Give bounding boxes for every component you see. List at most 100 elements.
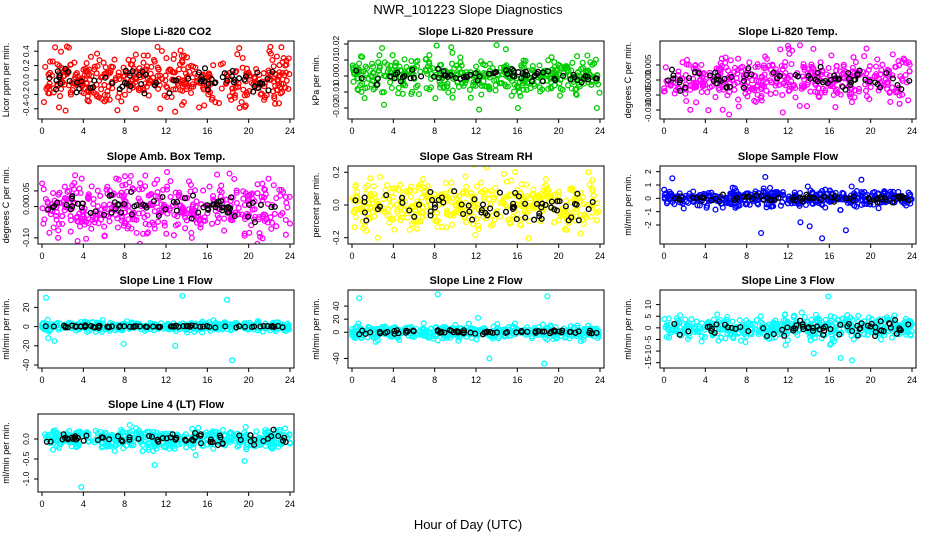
outlier-point [858, 176, 865, 183]
data-point [164, 84, 171, 91]
data-point [429, 333, 437, 340]
data-point [177, 203, 184, 210]
x-tick-label: 24 [595, 375, 605, 385]
data-point [902, 71, 909, 79]
data-point [889, 51, 896, 58]
data-point [503, 178, 510, 185]
y-tick-label: 5 [643, 314, 653, 319]
data-point [139, 210, 146, 217]
data-point [277, 90, 284, 97]
data-point [417, 68, 424, 75]
data-point [395, 90, 402, 97]
data-point [98, 86, 105, 93]
reference-point [363, 217, 370, 224]
data-point [698, 338, 705, 345]
data-point [830, 91, 837, 99]
reference-point [170, 77, 177, 84]
reference-point [269, 68, 276, 75]
reference-point [215, 198, 222, 205]
data-point [382, 187, 389, 194]
reference-point [548, 198, 555, 205]
data-point [46, 80, 53, 87]
data-point [233, 187, 240, 194]
data-point [796, 42, 804, 49]
data-point [861, 200, 868, 207]
reference-point [383, 192, 390, 199]
data-point [574, 53, 581, 60]
reference-point [185, 75, 192, 82]
x-tick-label: 4 [81, 251, 86, 261]
outlier-point [45, 335, 52, 342]
reference-point [204, 202, 211, 209]
reference-point [73, 89, 80, 96]
x-tick-label: 20 [244, 126, 254, 136]
reference-point [794, 73, 801, 80]
data-point [663, 190, 670, 197]
data-point [282, 69, 290, 76]
reference-point [271, 203, 278, 210]
data-point [283, 77, 290, 84]
data-point [702, 75, 710, 83]
data-point [171, 51, 178, 58]
data-point [495, 335, 502, 342]
data-point [501, 63, 509, 70]
x-tick-label: 24 [907, 251, 917, 261]
data-point [231, 94, 238, 101]
data-point [125, 216, 132, 223]
data-point [850, 54, 857, 61]
data-point [132, 76, 139, 83]
y-tick-label: -15 [643, 356, 653, 369]
data-point [829, 335, 836, 342]
data-point [426, 60, 433, 67]
data-point [443, 224, 450, 231]
data-point [53, 216, 60, 223]
data-point [163, 169, 171, 176]
data-point [199, 329, 206, 336]
reference-point [359, 327, 366, 334]
data-point [573, 191, 580, 198]
reference-point [511, 203, 518, 211]
reference-point [536, 210, 543, 217]
data-point [83, 235, 90, 242]
data-point [492, 184, 499, 192]
outlier-point [72, 172, 79, 179]
outlier-point [476, 106, 483, 113]
outlier-point [229, 357, 236, 364]
reference-point [391, 328, 398, 335]
reference-point [556, 198, 563, 205]
reference-point [460, 327, 467, 334]
x-tick-label: 20 [866, 251, 876, 261]
data-point [54, 81, 61, 88]
data-point [662, 64, 669, 71]
data-point [136, 198, 144, 205]
data-point [399, 191, 407, 198]
data-point [826, 319, 833, 326]
data-point [150, 221, 158, 228]
data-point [209, 193, 217, 200]
data-point [74, 237, 81, 244]
data-point [502, 83, 509, 90]
x-tick-label: 24 [595, 251, 605, 261]
data-point [85, 327, 93, 334]
data-point [686, 77, 693, 84]
reference-point [781, 332, 788, 339]
reference-point [502, 67, 510, 74]
reference-point [906, 77, 913, 84]
data-point [587, 59, 594, 66]
reference-point [588, 330, 595, 337]
data-point [763, 55, 770, 62]
panel-title: Slope Line 2 Flow [430, 275, 523, 287]
data-point [477, 245, 482, 250]
data-point [133, 229, 140, 236]
reference-point [509, 66, 516, 73]
data-point [270, 182, 277, 189]
reference-point [268, 204, 275, 211]
data-point [676, 319, 683, 326]
data-point [148, 191, 155, 198]
data-point [877, 336, 884, 343]
data-point [182, 80, 189, 87]
data-points [349, 166, 602, 250]
data-point [180, 66, 187, 73]
